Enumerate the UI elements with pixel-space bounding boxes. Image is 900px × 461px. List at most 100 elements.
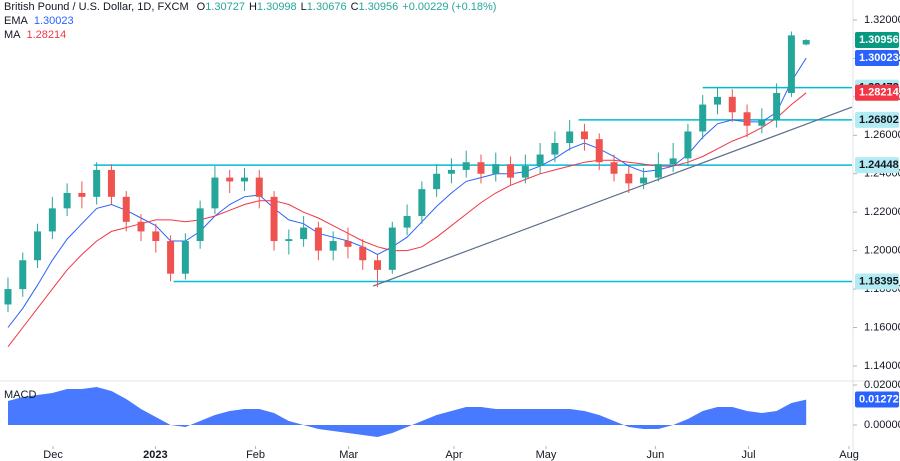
candle-body: [344, 241, 352, 247]
candle-body: [566, 131, 574, 144]
price-tag-label: 1.26802: [859, 114, 899, 126]
ohlc-value: 1.30998: [257, 1, 297, 13]
candle-body: [507, 164, 515, 178]
candle-body: [536, 154, 544, 167]
candle-body: [226, 177, 234, 182]
legend-name: MA: [4, 29, 21, 41]
candle-body: [63, 192, 71, 209]
candle-body: [78, 192, 86, 197]
candle-body: [314, 227, 322, 251]
candle-body: [610, 162, 618, 174]
candle-body: [787, 35, 795, 94]
candle-body: [19, 260, 27, 290]
price-tag-label: 1.18395: [859, 275, 899, 287]
candle-body: [684, 131, 692, 159]
candle-body: [403, 216, 411, 228]
ohlc-prefix: H: [249, 1, 257, 13]
candle-body: [137, 221, 145, 232]
candle-body: [492, 164, 500, 174]
candle-body: [462, 162, 470, 170]
legend-entry: MA 1.28214: [4, 29, 66, 41]
candle-body: [477, 162, 485, 174]
candle-body: [181, 241, 189, 274]
ohlc-value: 1.30956: [359, 1, 399, 13]
candle-body: [580, 131, 588, 140]
legend-name: EMA: [4, 15, 29, 27]
candle-body: [329, 241, 337, 251]
candle-body: [211, 177, 219, 209]
x-tick-label: Apr: [445, 449, 462, 461]
candle-body: [640, 177, 648, 184]
macd-tick-label: 0.00000: [864, 419, 900, 431]
candle-body: [625, 173, 633, 184]
y-tick-label: 1.14000: [864, 360, 900, 372]
candle-body: [551, 143, 559, 155]
legend-value: 1.28214: [27, 29, 67, 41]
ohlc-prefix: C: [351, 1, 359, 13]
candle-body: [654, 164, 662, 178]
candle-body: [447, 169, 455, 174]
price-tag: [855, 32, 899, 49]
symbol-title: British Pound / U.S. Dollar, 1D, FXCM: [4, 1, 189, 13]
candle-body: [595, 139, 603, 163]
x-tick-label: May: [536, 449, 557, 461]
price-tag-label: 1.28214: [859, 87, 900, 99]
x-tick-label: Dec: [43, 449, 63, 461]
candle-body: [300, 227, 308, 240]
candle-body: [122, 196, 130, 222]
price-tag: [855, 111, 899, 128]
candle-body: [255, 177, 263, 197]
x-tick-label: Feb: [246, 449, 265, 461]
x-tick-label: Jun: [647, 449, 665, 461]
header: British Pound / U.S. Dollar, 1D, FXCM O1.…: [4, 1, 496, 13]
candle-body: [285, 239, 293, 242]
candle-body: [388, 227, 396, 270]
candle-body: [167, 241, 175, 274]
ohlc-value: 1.30676: [307, 1, 347, 13]
candle-body: [270, 196, 278, 242]
x-tick-label: Jul: [741, 449, 755, 461]
ohlc-prefix: L: [301, 1, 307, 13]
candle-body: [521, 166, 529, 178]
price-tag-label: 1.24448: [859, 159, 899, 171]
candle-body: [758, 119, 766, 126]
y-tick-label: 1.26000: [864, 129, 900, 141]
candle-body: [107, 169, 115, 197]
candle-body: [728, 96, 736, 113]
candle-body: [48, 208, 56, 232]
price-tag-label: 1.30023: [859, 52, 899, 64]
candle-body: [802, 40, 810, 45]
price-tag: [855, 157, 899, 174]
price-tag: [855, 49, 899, 66]
candle-body: [196, 208, 204, 242]
candle-body: [93, 169, 101, 197]
candle-body: [359, 246, 367, 261]
legend-entry: EMA 1.30023: [4, 15, 74, 27]
price-tag: [855, 273, 899, 290]
price-tag-label: 0.01272: [859, 393, 899, 405]
price-tag-label: 1.30956: [859, 34, 899, 46]
trendline: [372, 106, 853, 287]
x-tick-label: Aug: [839, 449, 859, 461]
change: +0.00229 (+0.18%): [402, 1, 496, 13]
candle-body: [152, 231, 160, 242]
legend-value: 1.30023: [34, 15, 74, 27]
candle-body: [34, 231, 42, 261]
candle-body: [743, 112, 751, 126]
x-tick-label: Mar: [339, 449, 358, 461]
candle-body: [433, 173, 441, 190]
y-tick-label: 1.22000: [864, 206, 900, 218]
candle-body: [713, 96, 721, 105]
y-tick-label: 1.32000: [864, 14, 900, 26]
x-tick-label: 2023: [143, 449, 167, 461]
y-tick-label: 1.20000: [864, 245, 900, 257]
macd-tick-label: 0.02000: [864, 379, 900, 391]
candle-body: [418, 189, 426, 217]
price-tag: [855, 391, 899, 408]
macd-area: [7, 387, 807, 437]
candle-body: [4, 289, 12, 305]
candle-body: [240, 177, 248, 182]
